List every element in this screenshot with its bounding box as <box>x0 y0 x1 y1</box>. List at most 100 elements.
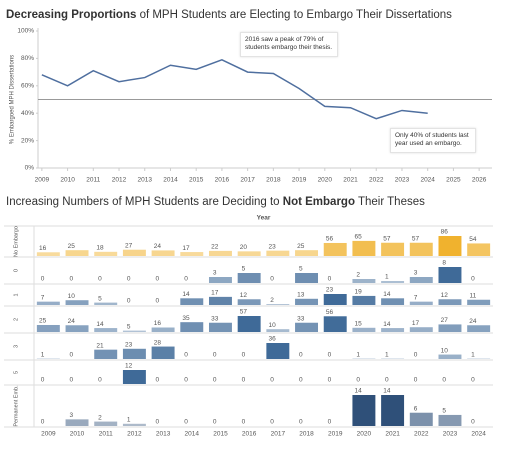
value-label: 0 <box>41 377 45 384</box>
bar <box>237 299 261 305</box>
bar <box>323 242 347 256</box>
value-label: 1 <box>356 351 360 358</box>
value-label: 3 <box>69 412 73 419</box>
x-tick-label: 2026 <box>472 177 487 184</box>
bar <box>323 294 347 305</box>
bar <box>467 299 491 305</box>
value-label: 0 <box>156 276 160 283</box>
value-label: 0 <box>213 377 217 384</box>
value-label: 17 <box>211 290 219 297</box>
bar <box>409 327 433 332</box>
x-tick-label: 2021 <box>343 177 358 184</box>
value-label: 0 <box>299 377 303 384</box>
value-label: 0 <box>98 276 102 283</box>
bar <box>352 327 376 332</box>
bar <box>122 348 146 359</box>
bar <box>266 250 290 256</box>
value-label: 14 <box>182 291 190 298</box>
bar <box>151 250 175 256</box>
bar <box>94 421 118 426</box>
bar <box>65 300 89 305</box>
x-tick-label: 2017 <box>271 431 286 438</box>
value-label: 65 <box>355 234 363 241</box>
value-label: 0 <box>213 419 217 426</box>
value-label: 0 <box>156 419 160 426</box>
value-label: 0 <box>442 377 446 384</box>
annotation: Only 40% of students last year used an e… <box>390 128 476 153</box>
value-label: 0 <box>270 419 274 426</box>
x-tick-label: 2009 <box>35 177 50 184</box>
bar <box>381 328 405 332</box>
value-label: 14 <box>383 388 391 395</box>
bar <box>180 322 204 332</box>
value-label: 24 <box>154 243 162 250</box>
bar <box>295 273 319 283</box>
bar <box>295 298 319 305</box>
bar <box>94 328 118 332</box>
bar <box>438 267 462 283</box>
value-label: 24 <box>68 318 76 325</box>
value-label: 0 <box>356 377 360 384</box>
value-label: 0 <box>471 419 475 426</box>
bar <box>438 299 462 305</box>
value-label: 0 <box>270 377 274 384</box>
bar <box>381 281 405 283</box>
value-label: 56 <box>326 236 334 243</box>
bar <box>151 327 175 332</box>
bar <box>352 240 376 256</box>
value-label: 18 <box>96 245 104 252</box>
value-label: 27 <box>441 317 449 324</box>
value-label: 57 <box>240 309 248 316</box>
value-label: 0 <box>127 298 131 305</box>
value-label: 33 <box>297 315 305 322</box>
bar <box>352 295 376 305</box>
value-label: 0 <box>69 276 73 283</box>
value-label: 1 <box>471 351 475 358</box>
chart-title: Decreasing Proportions of MPH Students a… <box>6 9 452 21</box>
x-tick-label: 2016 <box>242 431 257 438</box>
value-label: 0 <box>98 377 102 384</box>
value-label: 0 <box>184 276 188 283</box>
bar <box>122 330 146 332</box>
value-label: 19 <box>355 289 363 296</box>
value-label: 0 <box>41 276 45 283</box>
value-label: 1 <box>41 351 45 358</box>
x-tick-label: 2018 <box>266 177 281 184</box>
chart-title: Increasing Numbers of MPH Students are D… <box>6 196 425 208</box>
x-tick-label: 2017 <box>240 177 255 184</box>
value-label: 0 <box>184 352 188 359</box>
x-axis-label: Year <box>257 215 271 222</box>
value-label: 2 <box>356 272 360 279</box>
bar <box>266 343 290 359</box>
value-label: 24 <box>469 318 477 325</box>
row-label: Permanent Emb. <box>13 385 19 427</box>
value-label: 36 <box>268 336 276 343</box>
bar <box>381 242 405 256</box>
bar <box>122 423 146 426</box>
y-axis-label: % Embargoed MPH Dissertations <box>10 55 16 144</box>
row-label: 5 <box>13 371 19 374</box>
value-label: 12 <box>125 363 133 370</box>
title-part: Increasing Numbers of MPH Students are D… <box>6 196 283 208</box>
x-tick-label: 2014 <box>163 177 178 184</box>
bar <box>323 316 347 332</box>
value-label: 5 <box>442 408 446 415</box>
value-label: 17 <box>412 320 420 327</box>
line <box>41 58 428 120</box>
x-tick-label: 2023 <box>443 431 458 438</box>
x-tick-label: 2012 <box>127 431 142 438</box>
value-label: 15 <box>355 321 363 328</box>
x-tick-label: 2014 <box>185 431 200 438</box>
value-label: 57 <box>412 235 420 242</box>
value-label: 0 <box>299 419 303 426</box>
bar <box>237 251 261 256</box>
value-label: 0 <box>156 377 160 384</box>
bar <box>438 236 462 256</box>
value-label: 0 <box>242 377 246 384</box>
x-tick-label: 2020 <box>357 431 372 438</box>
value-label: 57 <box>383 235 391 242</box>
value-label: 25 <box>68 243 76 250</box>
x-tick-label: 2015 <box>213 431 228 438</box>
value-label: 3 <box>213 270 217 277</box>
